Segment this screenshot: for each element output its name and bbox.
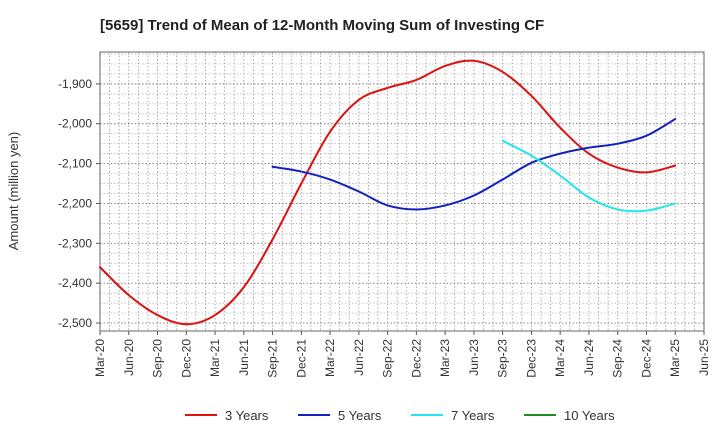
y-tick-label: -1,900: [58, 77, 92, 91]
plot-background: [100, 52, 704, 331]
legend: 3 Years 5 Years 7 Years 10 Years: [185, 408, 615, 423]
y-tick-label: -2,000: [58, 117, 92, 131]
x-tick-label: Mar-24: [553, 339, 567, 377]
plot-area: -1,900 -2,000 -2,100 -2,200 -2,300 -2,400 -2,5…: [58, 51, 711, 378]
x-tick-label: Jun-22: [352, 339, 366, 376]
y-tick-label: -2,400: [58, 276, 92, 290]
x-tick-label: Mar-20: [93, 339, 107, 377]
series-line-5-years: [271, 117, 677, 211]
x-tick-label: Jun-23: [467, 339, 481, 376]
x-tick-label: Sep-20: [151, 339, 165, 378]
x-tick-label: Sep-23: [496, 339, 510, 378]
x-tick-label: Jun-20: [122, 339, 136, 376]
plot-frame: [99, 51, 705, 332]
x-tick-label: Sep-21: [266, 339, 280, 378]
x-tick-label: Jun-21: [237, 339, 251, 376]
x-tick-label: Dec-21: [294, 339, 308, 378]
legend-label-10-years: 10 Years: [564, 408, 615, 423]
x-tick-label: Mar-23: [438, 339, 452, 377]
y-axis-label: Amount (million yen): [6, 132, 21, 251]
legend-label-3-years: 3 Years: [225, 408, 269, 423]
x-tick-label: Dec-24: [639, 339, 653, 378]
x-tick-label: Sep-22: [381, 339, 395, 378]
legend-label-7-years: 7 Years: [451, 408, 495, 423]
y-tick-label: -2,500: [58, 316, 92, 330]
legend-label-5-years: 5 Years: [338, 408, 382, 423]
series-line-7-years: [501, 139, 677, 213]
series-line-3-years: [99, 59, 677, 326]
y-tick-label: -2,100: [58, 157, 92, 171]
x-tick-label: Dec-22: [409, 339, 423, 378]
x-tick-label: Mar-21: [208, 339, 222, 377]
y-tick-label: -2,300: [58, 236, 92, 250]
x-tick-label: Dec-23: [524, 339, 538, 378]
y-tick-label: -2,200: [58, 196, 92, 210]
x-tick-label: Jun-25: [697, 339, 711, 376]
x-tick-label: Dec-20: [179, 339, 193, 378]
x-tick-label: Mar-25: [668, 339, 682, 377]
x-tick-label: Mar-22: [323, 339, 337, 377]
chart-title: [5659] Trend of Mean of 12-Month Moving …: [100, 17, 544, 34]
x-tick-label: Jun-24: [582, 339, 596, 376]
x-tick-label: Sep-24: [611, 339, 625, 378]
